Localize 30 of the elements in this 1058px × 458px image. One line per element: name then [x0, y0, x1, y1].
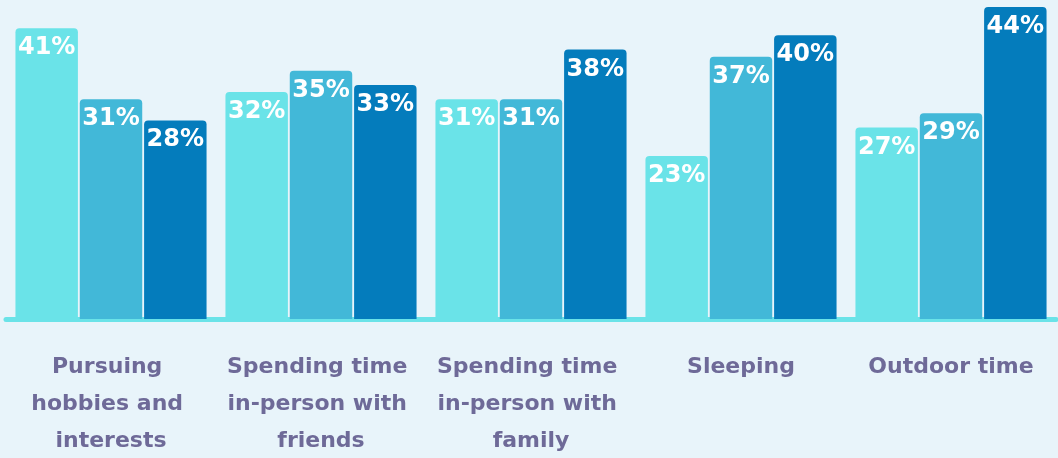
data-label: 38% — [566, 53, 625, 82]
data-label: 32% — [227, 96, 286, 125]
bar — [289, 70, 353, 319]
x-tick-label: Spending time in-person with friends — [226, 353, 416, 452]
data-label: 31% — [502, 103, 560, 132]
data-label: 35% — [292, 74, 350, 103]
data-label: 31% — [437, 103, 496, 132]
data-label: 40% — [776, 39, 835, 68]
x-tick-label: Pursuing hobbies and interests — [31, 353, 191, 452]
data-label: 29% — [922, 117, 980, 146]
bar — [774, 35, 837, 319]
bar — [984, 7, 1047, 319]
data-label: 44% — [986, 11, 1045, 39]
data-label: 37% — [712, 60, 770, 89]
bar — [564, 49, 627, 319]
bar — [709, 56, 773, 319]
bar — [919, 113, 983, 319]
bar — [354, 85, 417, 319]
data-label: 41% — [17, 32, 76, 61]
data-label: 27% — [857, 131, 916, 160]
x-tick-label: Outdoor time — [868, 353, 1034, 378]
data-label: 33% — [356, 89, 415, 117]
x-tick-label: Sleeping — [687, 353, 795, 378]
bar — [144, 120, 207, 319]
data-label: 31% — [82, 103, 140, 132]
bar — [499, 99, 563, 319]
x-tick-label: Spending time in-person with family — [436, 353, 626, 452]
bar — [79, 99, 143, 319]
data-label: 23% — [647, 159, 706, 188]
data-label: 28% — [146, 124, 205, 153]
